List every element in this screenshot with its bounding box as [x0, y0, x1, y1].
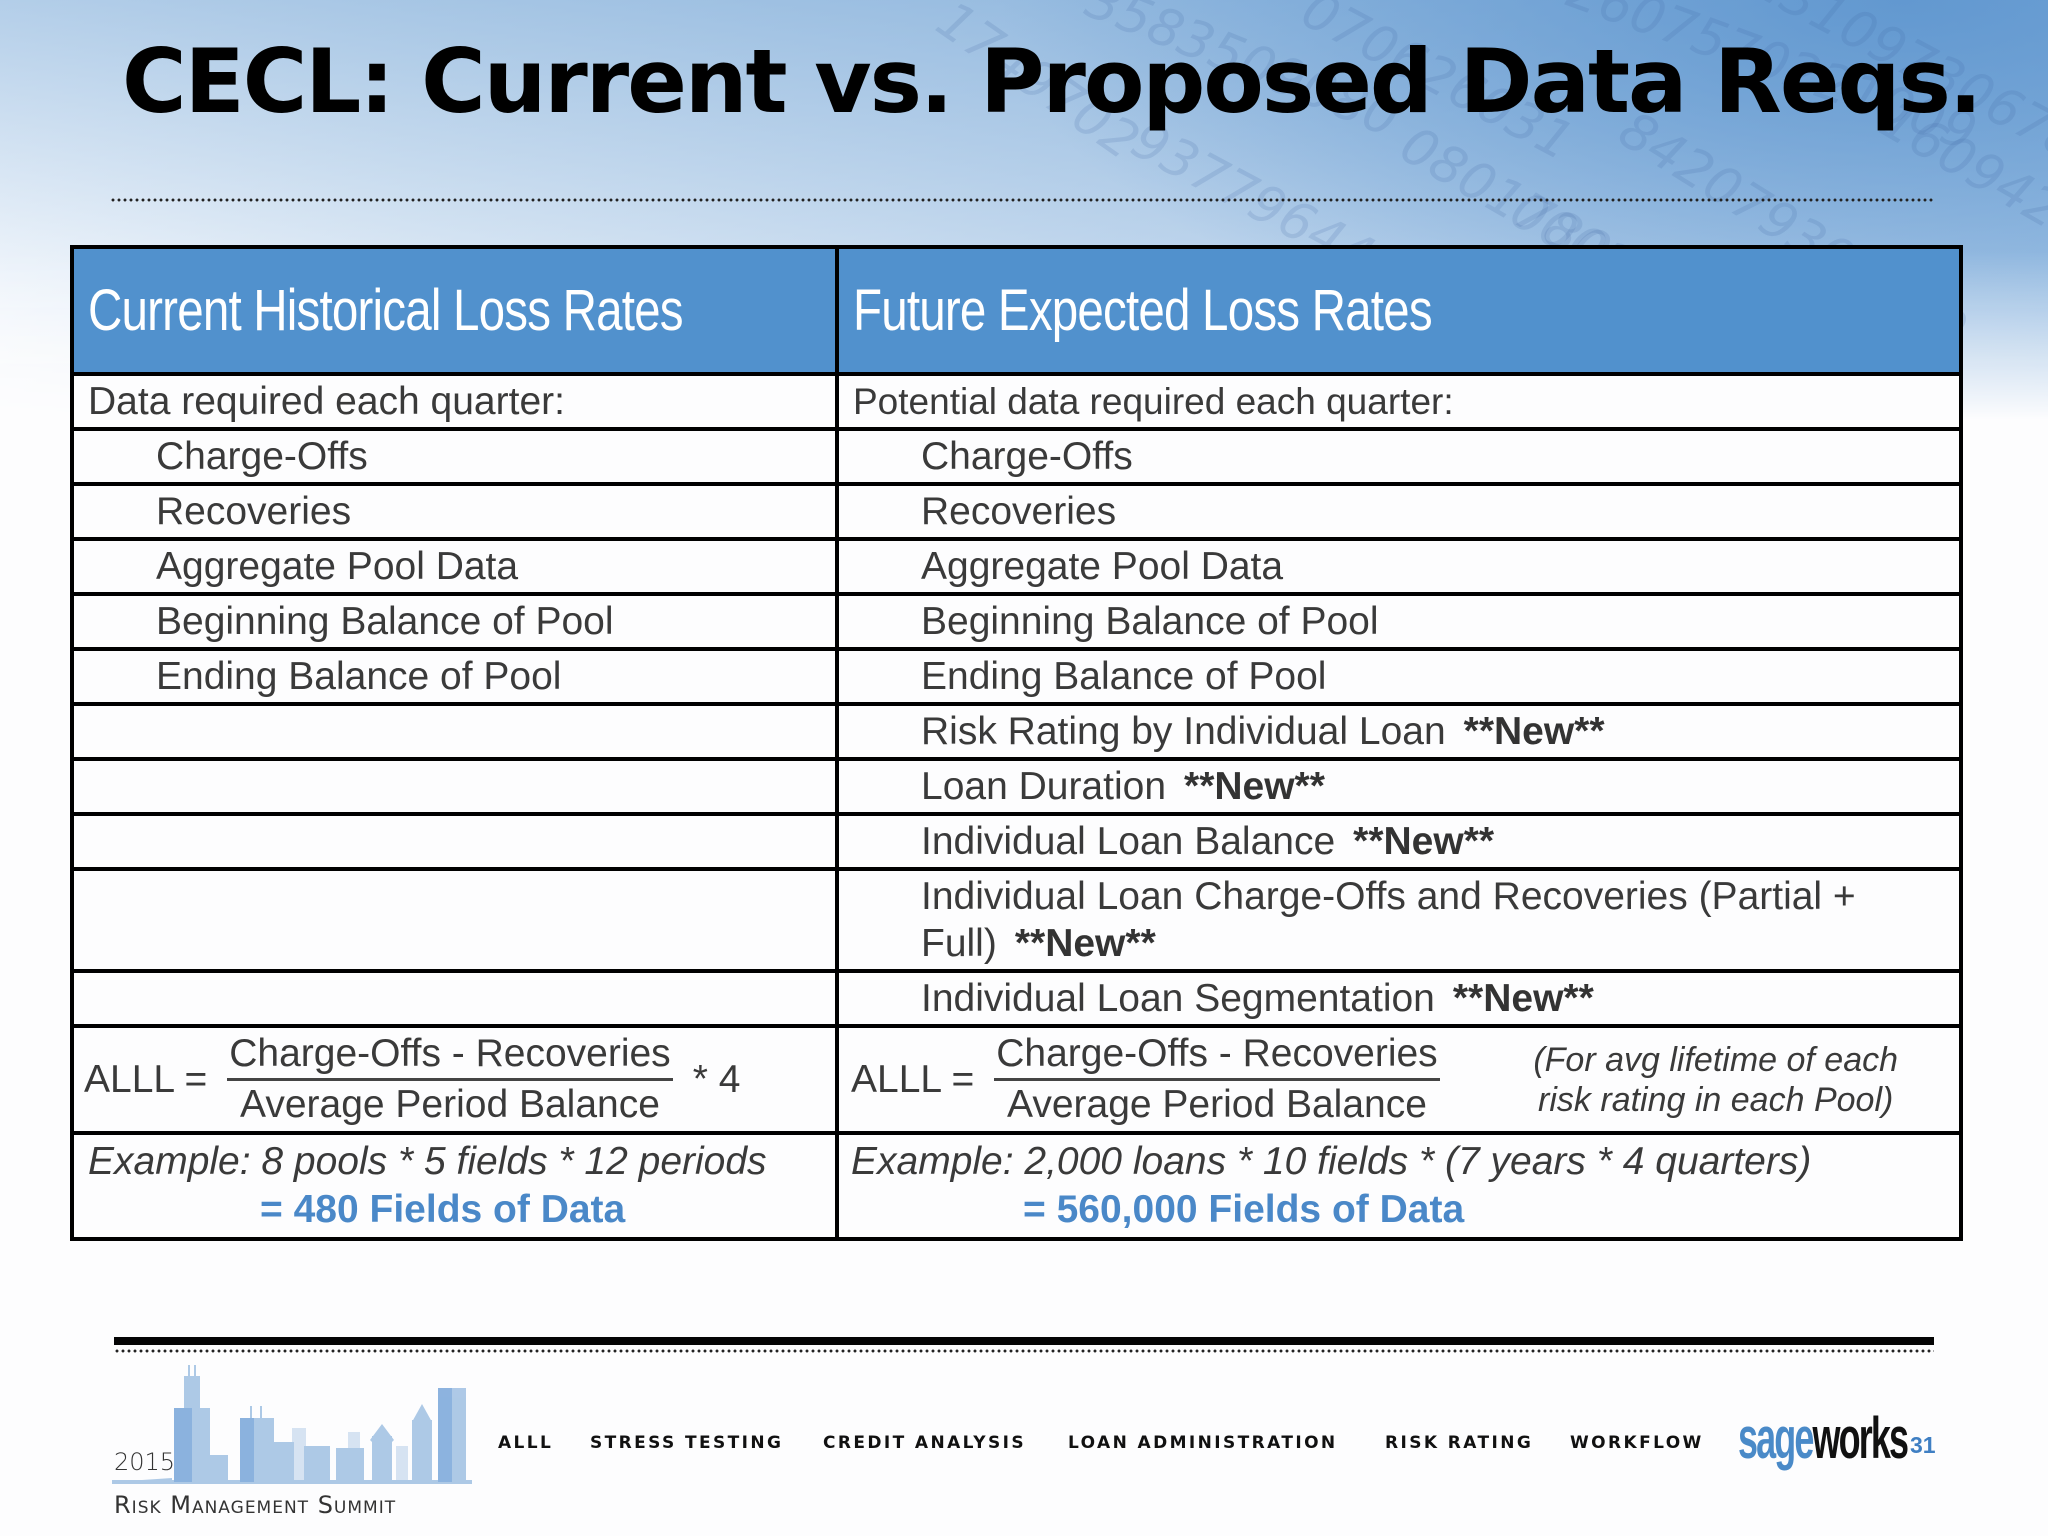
footer-divider-bar — [114, 1337, 1934, 1345]
formula-fraction: Charge-Offs - Recoveries Average Period … — [994, 1030, 1440, 1129]
cell-left: Beginning Balance of Pool — [70, 592, 839, 651]
formula-denominator: Average Period Balance — [240, 1083, 660, 1126]
table-row: Data required each quarter: Potential da… — [70, 372, 1963, 431]
nav-item-workflow[interactable]: WORKFLOW — [1570, 1433, 1704, 1453]
new-badge: **New** — [1353, 819, 1495, 863]
cell-text: Charge-Offs — [921, 434, 1133, 478]
table-row: Individual Loan Charge-Offs and Recoveri… — [70, 867, 1963, 973]
page-number: 31 — [1910, 1432, 1936, 1458]
example-text: Example: 2,000 loans * 10 fields * (7 ye… — [851, 1140, 1812, 1183]
comparison-table: Current Historical Loss Rates Future Exp… — [70, 245, 1963, 1241]
cell-right: Charge-Offs — [835, 427, 1963, 486]
formula-note: (For avg lifetime of each risk rating in… — [1533, 1040, 1899, 1119]
example-cell-right: Example: 2,000 loans * 10 fields * (7 ye… — [835, 1131, 1963, 1241]
cell-text: Beginning Balance of Pool — [921, 599, 1379, 643]
table-row: Individual Loan Segmentation **New** — [70, 969, 1963, 1028]
cell-text: Recoveries — [921, 489, 1117, 533]
cell-right: Individual Loan Segmentation **New** — [835, 969, 1963, 1028]
formula-cell-left: ALLL = Charge-Offs - Recoveries Average … — [70, 1024, 839, 1135]
cell-right: Aggregate Pool Data — [835, 537, 1963, 596]
formula-numerator: Charge-Offs - Recoveries — [227, 1030, 673, 1081]
example-text: Example: 8 pools * 5 fields * 12 periods — [88, 1140, 767, 1183]
cell-right: Individual Loan Charge-Offs and Recoveri… — [835, 867, 1963, 973]
cell-text: Individual Loan Charge-Offs and Recoveri… — [921, 875, 1856, 965]
cell-left: Recoveries — [70, 482, 839, 541]
cell-right: Individual Loan Balance **New** — [835, 812, 1963, 871]
example-result: = 560,000 Fields of Data — [1023, 1188, 1465, 1231]
cell-right: Beginning Balance of Pool — [835, 592, 1963, 651]
cell-left — [70, 867, 839, 973]
formula-multiplier: * 4 — [692, 1057, 741, 1101]
table-row: Individual Loan Balance **New** — [70, 812, 1963, 871]
brand-part-sage: sage — [1738, 1406, 1814, 1471]
cell-text: Individual Loan Balance — [921, 819, 1336, 863]
example-cell-left: Example: 8 pools * 5 fields * 12 periods… — [70, 1131, 839, 1241]
formula-numerator: Charge-Offs - Recoveries — [994, 1030, 1440, 1081]
cell-text: Aggregate Pool Data — [921, 544, 1284, 588]
cell-text: Individual Loan Segmentation — [921, 976, 1435, 1020]
lead-cell-right: Potential data required each quarter: — [835, 372, 1963, 431]
slide-title: CECL: Current vs. Proposed Data Reqs. — [122, 30, 1982, 133]
example-row: Example: 8 pools * 5 fields * 12 periods… — [70, 1131, 1963, 1241]
formula-row: ALLL = Charge-Offs - Recoveries Average … — [70, 1024, 1963, 1135]
cell-left — [70, 757, 839, 816]
table-row: Beginning Balance of Pool Beginning Bala… — [70, 592, 1963, 651]
header-label: Future Expected Loss Rates — [853, 278, 1433, 343]
title-divider — [110, 198, 1935, 202]
nav-item-stress-testing[interactable]: STRESS TESTING — [590, 1433, 784, 1453]
nav-item-credit-analysis[interactable]: CREDIT ANALYSIS — [823, 1433, 1026, 1453]
cell-left — [70, 702, 839, 761]
cell-right: Ending Balance of Pool — [835, 647, 1963, 706]
event-name: Risk Management Summit — [114, 1491, 397, 1519]
table-row: Recoveries Recoveries — [70, 482, 1963, 541]
sageworks-logo: sageworks — [1738, 1405, 1909, 1472]
example-result: = 480 Fields of Data — [260, 1188, 626, 1231]
cell-text: Risk Rating by Individual Loan — [921, 709, 1446, 753]
brand-part-works: works — [1812, 1406, 1909, 1471]
new-badge: **New** — [1184, 764, 1325, 808]
new-badge: **New** — [1463, 709, 1605, 753]
table-row: Risk Rating by Individual Loan **New** — [70, 702, 1963, 761]
nav-item-loan-administration[interactable]: LOAN ADMINISTRATION — [1068, 1433, 1338, 1453]
event-year: 2015 — [114, 1448, 176, 1476]
cell-text: Ending Balance of Pool — [921, 654, 1327, 698]
cell-right: Risk Rating by Individual Loan **New** — [835, 702, 1963, 761]
summit-logo: 2015 Risk Management Summit — [112, 1360, 492, 1520]
table-row: Ending Balance of Pool Ending Balance of… — [70, 647, 1963, 706]
table-header-row: Current Historical Loss Rates Future Exp… — [70, 245, 1963, 376]
cell-right: Recoveries — [835, 482, 1963, 541]
cell-left: Aggregate Pool Data — [70, 537, 839, 596]
cell-text: Loan Duration — [921, 764, 1167, 808]
lead-cell-left: Data required each quarter: — [70, 372, 839, 431]
cell-left: Ending Balance of Pool — [70, 647, 839, 706]
formula-cell-right: ALLL = Charge-Offs - Recoveries Average … — [835, 1024, 1963, 1135]
skyline-icon — [112, 1365, 472, 1484]
table-row: Aggregate Pool Data Aggregate Pool Data — [70, 537, 1963, 596]
table-row: Loan Duration **New** — [70, 757, 1963, 816]
cell-left — [70, 969, 839, 1028]
new-badge: **New** — [1452, 976, 1594, 1020]
formula-fraction: Charge-Offs - Recoveries Average Period … — [227, 1030, 673, 1129]
footer-divider-dots — [114, 1349, 1934, 1353]
header-future-expected: Future Expected Loss Rates — [835, 245, 1963, 376]
header-current-historical: Current Historical Loss Rates — [70, 245, 839, 376]
table-row: Charge-Offs Charge-Offs — [70, 427, 1963, 486]
new-badge: **New** — [1014, 922, 1156, 965]
nav-item-risk-rating[interactable]: RISK RATING — [1385, 1433, 1534, 1453]
formula-lhs: ALLL = — [851, 1057, 975, 1101]
cell-right: Loan Duration **New** — [835, 757, 1963, 816]
cell-left: Charge-Offs — [70, 427, 839, 486]
header-label: Current Historical Loss Rates — [88, 278, 684, 343]
formula-lhs: ALLL = — [84, 1057, 208, 1101]
cell-left — [70, 812, 839, 871]
formula-denominator: Average Period Balance — [1007, 1083, 1427, 1126]
nav-item-alll[interactable]: ALLL — [498, 1433, 554, 1453]
